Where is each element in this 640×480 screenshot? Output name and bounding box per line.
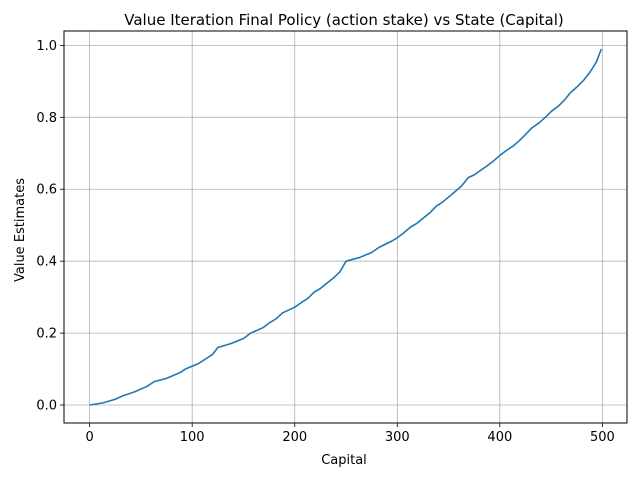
x-axis-title: Capital xyxy=(321,453,367,468)
x-tick-label: 400 xyxy=(487,430,512,445)
x-tick-label: 0 xyxy=(85,430,93,445)
x-tick-label: 200 xyxy=(282,430,307,445)
y-tick-label: 0.6 xyxy=(36,183,57,198)
y-tick-label: 1.0 xyxy=(36,39,57,54)
plot-frame xyxy=(63,30,628,424)
x-tick-label: 500 xyxy=(590,430,615,445)
y-tick-label: 0.4 xyxy=(36,255,57,270)
y-axis-title: Value Estimates xyxy=(13,178,28,282)
y-tick-label: 0.2 xyxy=(36,327,57,342)
y-tick-label: 0.8 xyxy=(36,111,57,126)
x-tick-label: 100 xyxy=(180,430,205,445)
series-line xyxy=(89,48,603,406)
ticks: 0 100 200 300 400 500 0.0 0.2 0.4 0.6 0.8 1.0 xyxy=(36,39,614,445)
x-tick-label: 300 xyxy=(385,430,410,445)
chart-title: Value Iteration Final Policy (action sta… xyxy=(124,11,564,29)
y-tick-label: 0.0 xyxy=(36,399,57,414)
series-layer xyxy=(89,48,603,406)
